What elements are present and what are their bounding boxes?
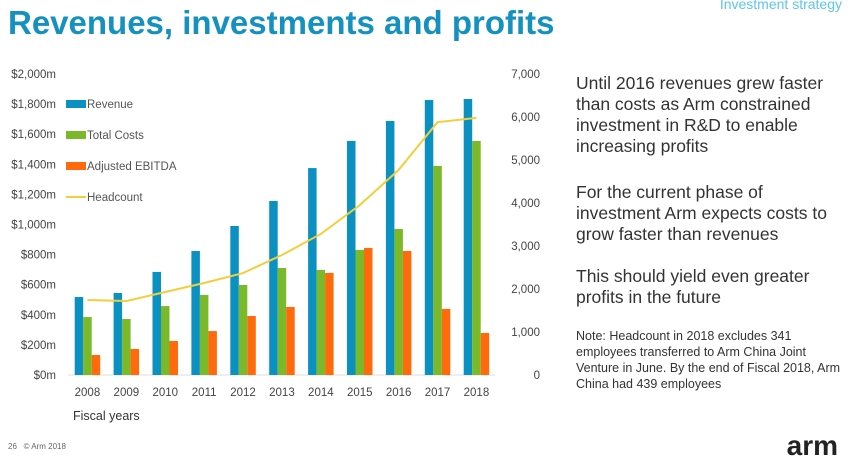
bar-revenue <box>308 168 317 375</box>
legend-swatch <box>66 162 86 170</box>
bar-revenue <box>74 297 84 375</box>
x-tick: 2016 <box>386 387 412 399</box>
bar-adjusted-ebitda <box>325 272 334 375</box>
x-tick: 2014 <box>308 387 334 399</box>
x-tick: 2018 <box>464 387 490 399</box>
bar-total-costs <box>394 229 403 375</box>
y-left-tick: $1,800m <box>11 99 56 111</box>
y-left-tick: $600m <box>21 280 56 292</box>
bar-revenue <box>113 292 123 375</box>
bar-adjusted-ebitda <box>480 333 490 375</box>
page-title: Revenues, investments and profits <box>8 4 555 41</box>
bar-revenue <box>347 140 356 375</box>
bar-revenue <box>230 226 239 375</box>
bar-total-costs <box>316 269 326 375</box>
arm-logo: arm <box>786 430 838 461</box>
y-left-tick: $0m <box>34 370 56 382</box>
legend-swatch <box>66 131 86 139</box>
bar-adjusted-ebitda <box>441 308 451 375</box>
bar-total-costs <box>199 294 209 375</box>
x-tick: 2017 <box>425 387 451 399</box>
bar-revenue <box>191 250 200 375</box>
bar-revenue <box>269 201 278 375</box>
y-left-tick: $1,600m <box>11 129 56 141</box>
side-text-2: For the current phase of investment Arm … <box>576 182 827 244</box>
bar-total-costs <box>277 267 287 375</box>
bar-total-costs <box>83 317 92 375</box>
x-tick: 2012 <box>230 387 256 399</box>
x-tick: 2011 <box>192 387 217 399</box>
bar-total-costs <box>472 140 481 375</box>
footer: 26 © Arm 2018 <box>8 442 66 451</box>
copyright: © Arm 2018 <box>23 442 66 451</box>
y-left-tick: $400m <box>21 310 56 322</box>
bar-total-costs <box>433 165 442 375</box>
legend-label: Headcount <box>87 192 143 204</box>
y-right-tick: 6,000 <box>511 112 540 124</box>
x-tick: 2015 <box>347 387 373 399</box>
bar-total-costs <box>355 249 364 375</box>
x-tick: 2010 <box>152 387 178 399</box>
bar-adjusted-ebitda <box>364 247 373 375</box>
legend-label: Revenue <box>87 99 133 111</box>
bar-adjusted-ebitda <box>402 250 412 375</box>
bar-total-costs <box>122 319 131 375</box>
y-right-tick: 1,000 <box>511 327 540 339</box>
bar-adjusted-ebitda <box>208 331 217 375</box>
bar-total-costs <box>238 285 248 375</box>
legend-label: Total Costs <box>87 130 144 142</box>
y-right-tick: 0 <box>534 370 540 382</box>
line-headcount <box>87 116 477 303</box>
bar-revenue <box>385 120 395 376</box>
x-tick: 2008 <box>75 387 101 399</box>
chart: $0m $200m $400m $600m $800m $1,000m $1,200m $1,… <box>11 69 540 423</box>
bar-adjusted-ebitda <box>130 348 140 375</box>
bar-adjusted-ebitda <box>286 306 295 375</box>
legend-label: Adjusted EBITDA <box>87 161 177 173</box>
bar-revenue <box>463 98 473 375</box>
bar-adjusted-ebitda <box>247 316 256 375</box>
side-text-1: Until 2016 revenues grew faster than cos… <box>576 73 824 156</box>
y-right-tick: 4,000 <box>511 198 540 210</box>
y-right-tick: 2,000 <box>511 284 540 296</box>
y-left-tick: $200m <box>21 340 56 352</box>
bar-revenue <box>152 271 161 375</box>
y-left-tick: $1,000m <box>11 220 56 232</box>
footnote: Note: Headcount in 2018 excludes 341 emp… <box>576 329 841 391</box>
x-axis-title: Fiscal years <box>73 409 140 423</box>
y-left-tick: $1,400m <box>11 159 56 171</box>
y-left-tick: $1,200m <box>11 189 56 201</box>
y-right-tick: 7,000 <box>511 69 540 81</box>
section-label: Investment strategy <box>719 0 842 12</box>
x-tick: 2013 <box>269 387 295 399</box>
legend-swatch <box>66 100 86 108</box>
y-left-tick: $800m <box>21 250 56 262</box>
x-tick: 2009 <box>114 387 140 399</box>
bar-revenue <box>424 100 434 375</box>
bar-adjusted-ebitda <box>169 340 178 375</box>
y-right-tick: 3,000 <box>511 241 540 253</box>
bar-adjusted-ebitda <box>91 354 101 375</box>
bar-total-costs <box>161 306 170 375</box>
page-number: 26 <box>8 442 17 451</box>
y-left-tick: $2,000m <box>11 69 56 81</box>
y-right-tick: 5,000 <box>511 155 540 167</box>
side-text-3: This should yield even greater profits i… <box>576 266 810 307</box>
